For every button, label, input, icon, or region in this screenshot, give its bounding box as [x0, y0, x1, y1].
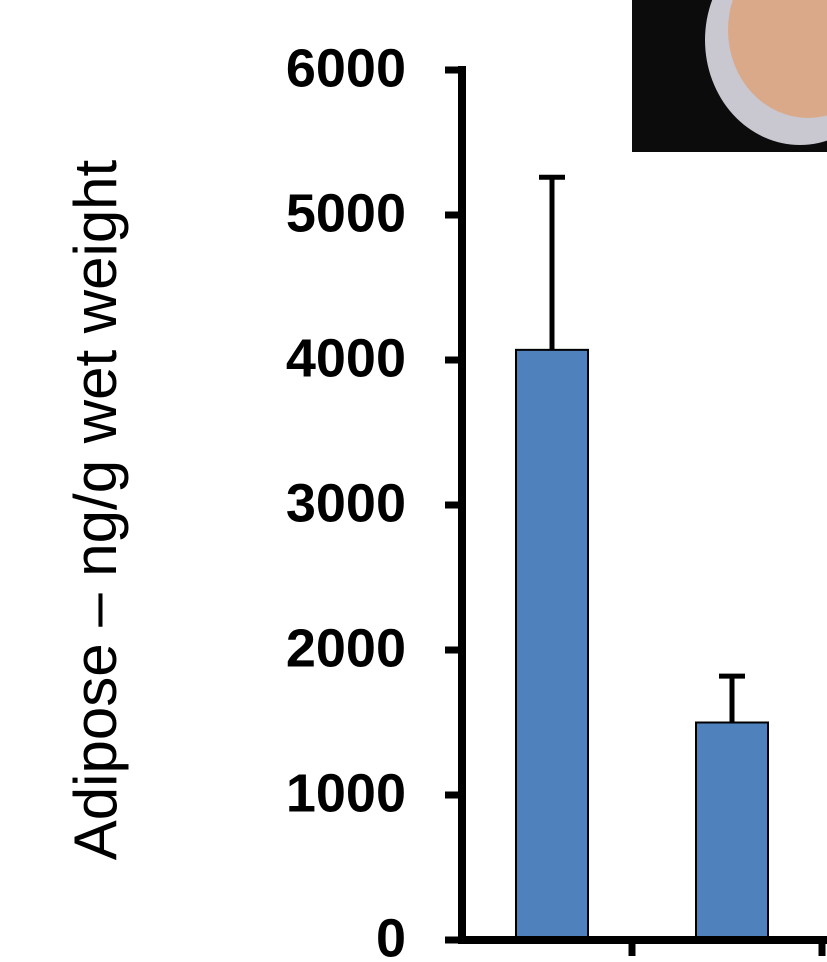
y-tick-label: 3000 [286, 473, 406, 533]
y-tick-label: 5000 [286, 183, 406, 243]
photo-inset [632, 0, 827, 152]
bar [696, 723, 768, 941]
page: {"chart_data": {"type": "bar", "ylabel":… [0, 0, 827, 962]
y-tick-label: 1000 [286, 763, 406, 823]
chart: Adipose – ng/g wet weight 0 1000 2000 3000 4… [0, 0, 827, 962]
y-axis-label: Adipose – ng/g wet weight [62, 159, 129, 860]
y-tick-label: 4000 [286, 328, 406, 388]
y-tick-label: 0 [376, 908, 406, 962]
y-tick-label: 6000 [286, 38, 406, 98]
y-tick-label: 2000 [286, 618, 406, 678]
bar [516, 350, 588, 940]
